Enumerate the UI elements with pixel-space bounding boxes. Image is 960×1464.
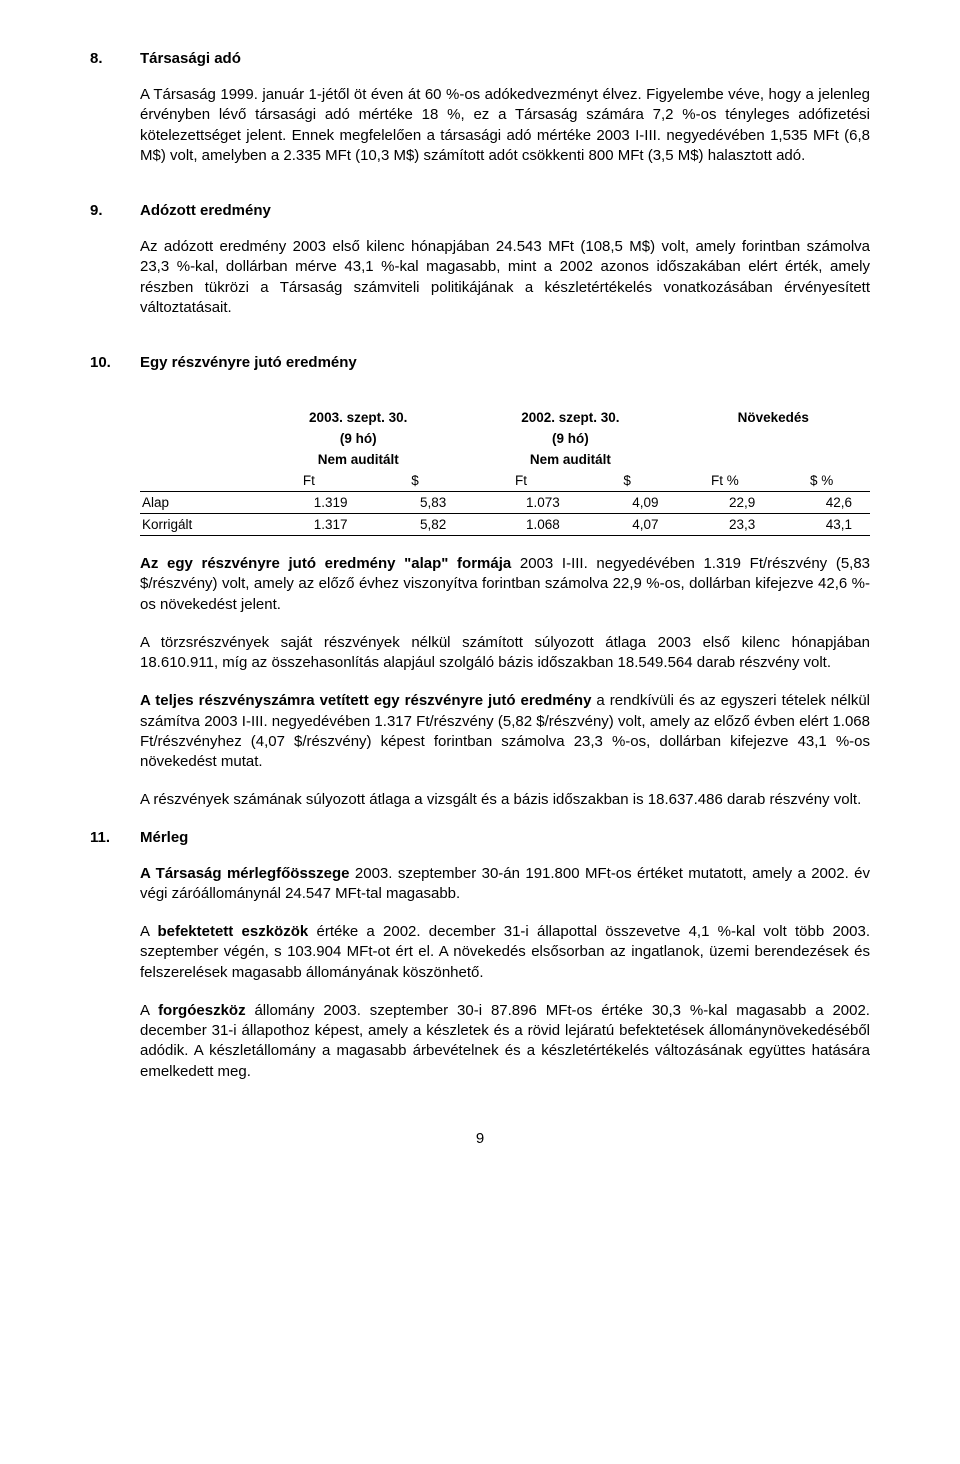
section-title: Egy részvényre jutó eredmény <box>140 354 870 371</box>
cell: 5,83 <box>366 492 465 514</box>
text-span: A <box>140 923 157 940</box>
section-number: 11. <box>90 829 140 1100</box>
col-subheader: (9 hó) <box>252 428 464 449</box>
bold-span: Az egy részvényre jutó eredmény "alap" f… <box>140 555 511 572</box>
paragraph: A Társaság mérlegfőösszege 2003. szeptem… <box>140 864 870 905</box>
section-11: 11. Mérleg A Társaság mérlegfőösszege 20… <box>90 829 870 1100</box>
col-header: Növekedés <box>677 407 870 428</box>
paragraph: A teljes részvényszámra vetített egy rés… <box>140 691 870 772</box>
section-10: 10. Egy részvényre jutó eredmény <box>90 354 870 389</box>
paragraph: A forgóeszköz állomány 2003. szeptember … <box>140 1001 870 1082</box>
table-row: Korrigált 1.317 5,82 1.068 4,07 23,3 43,… <box>140 514 870 536</box>
section-body: Társasági adó A Társaság 1999. január 1-… <box>140 50 870 184</box>
cell: 23,3 <box>677 514 774 536</box>
section-title: Társasági adó <box>140 50 870 67</box>
paragraph: A törzsrészvények saját részvények nélkü… <box>140 633 870 674</box>
cell: 4,09 <box>578 492 677 514</box>
text-span: állomány 2003. szeptember 30-i 87.896 MF… <box>140 1002 870 1080</box>
paragraph: A befektetett eszközök értéke a 2002. de… <box>140 922 870 983</box>
cell: 5,82 <box>366 514 465 536</box>
section-number: 8. <box>90 50 140 184</box>
col-subheader <box>677 428 870 449</box>
cell: 43,1 <box>773 514 870 536</box>
section-number: 10. <box>90 354 140 389</box>
section-number: 9. <box>90 202 140 336</box>
bold-span: A teljes részvényszámra vetített egy rés… <box>140 692 591 709</box>
col-subheader <box>677 449 870 470</box>
bold-span: forgóeszköz <box>158 1002 246 1019</box>
unit-header: $ <box>578 470 677 492</box>
unit-header: $ % <box>773 470 870 492</box>
col-header: 2002. szept. 30. <box>464 407 676 428</box>
section-title: Adózott eredmény <box>140 202 870 219</box>
cell: 4,07 <box>578 514 677 536</box>
bold-span: A Társaság mérlegfőösszege <box>140 865 350 882</box>
col-header: 2003. szept. 30. <box>252 407 464 428</box>
cell: 1.073 <box>464 492 577 514</box>
page-number: 9 <box>90 1130 870 1147</box>
section-body: Adózott eredmény Az adózott eredmény 200… <box>140 202 870 336</box>
unit-header: Ft <box>252 470 365 492</box>
cell: 1.317 <box>252 514 365 536</box>
bold-span: befektetett eszközök <box>157 923 308 940</box>
col-subheader: Nem auditált <box>252 449 464 470</box>
section-body: Egy részvényre jutó eredmény <box>140 354 870 389</box>
table-row: Alap 1.319 5,83 1.073 4,09 22,9 42,6 <box>140 492 870 514</box>
paragraph: A részvények számának súlyozott átlaga a… <box>140 790 870 810</box>
paragraph: Az egy részvényre jutó eredmény "alap" f… <box>140 554 870 615</box>
cell: 1.319 <box>252 492 365 514</box>
cell: 22,9 <box>677 492 774 514</box>
paragraph: A Társaság 1999. január 1-jétől öt éven … <box>140 85 870 166</box>
cell: 42,6 <box>773 492 870 514</box>
cell: 1.068 <box>464 514 577 536</box>
eps-table: 2003. szept. 30. 2002. szept. 30. Növeke… <box>140 407 870 536</box>
section-9: 9. Adózott eredmény Az adózott eredmény … <box>90 202 870 336</box>
row-label: Korrigált <box>140 514 252 536</box>
col-subheader: Nem auditált <box>464 449 676 470</box>
unit-header: $ <box>366 470 465 492</box>
section-title: Mérleg <box>140 829 870 846</box>
text-span: A <box>140 1002 158 1019</box>
section-8: 8. Társasági adó A Társaság 1999. január… <box>90 50 870 184</box>
paragraph: Az adózott eredmény 2003 első kilenc hón… <box>140 237 870 318</box>
row-label: Alap <box>140 492 252 514</box>
eps-table-wrapper: 2003. szept. 30. 2002. szept. 30. Növeke… <box>140 407 870 811</box>
section-body: Mérleg A Társaság mérlegfőösszege 2003. … <box>140 829 870 1100</box>
unit-header: Ft % <box>677 470 774 492</box>
col-subheader: (9 hó) <box>464 428 676 449</box>
unit-header: Ft <box>464 470 577 492</box>
